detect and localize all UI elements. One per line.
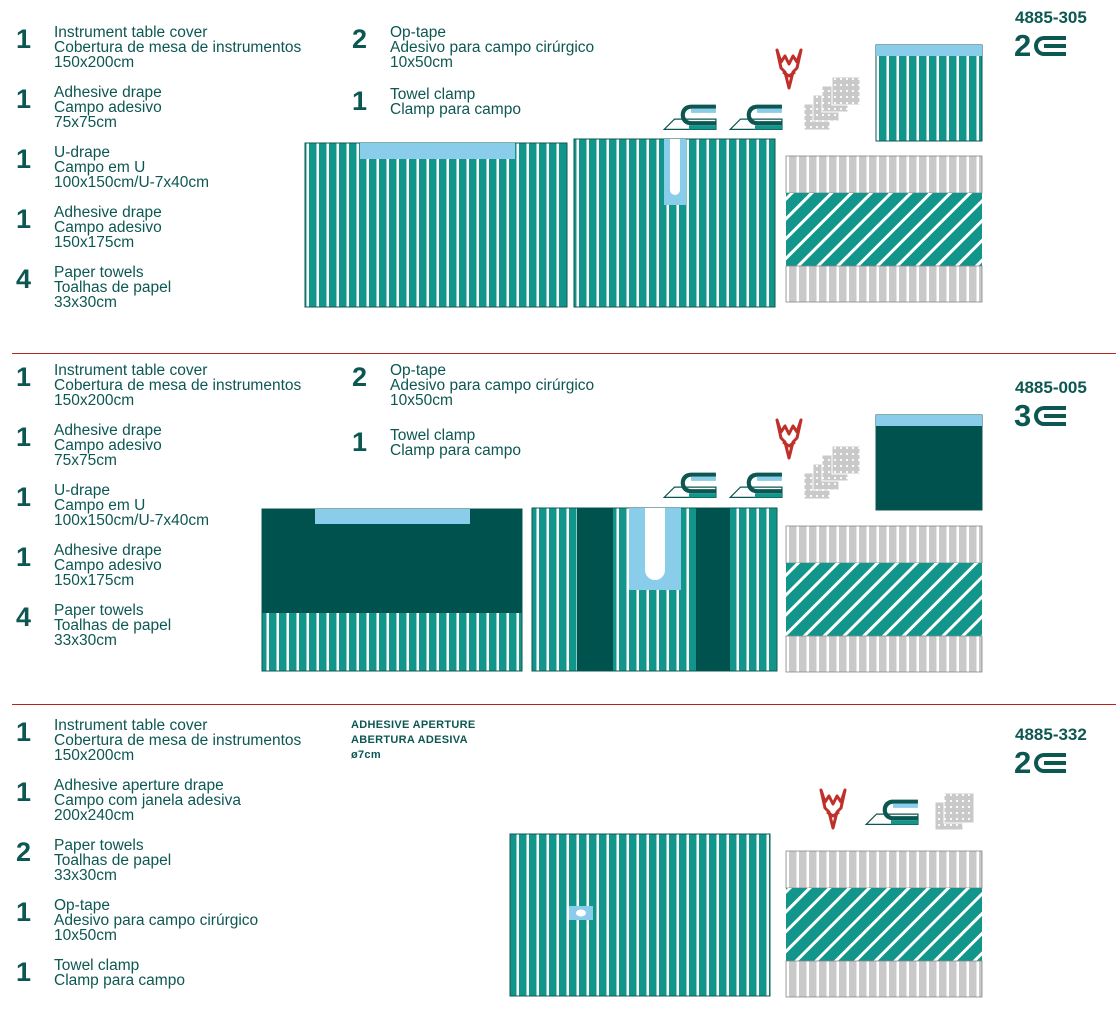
section-3-illustration bbox=[0, 0, 1120, 1015]
adhesive-aperture-drape bbox=[510, 834, 770, 996]
op-tape-icon bbox=[866, 800, 918, 825]
towel-clamp-icon bbox=[821, 790, 845, 828]
paper-towels-icon bbox=[935, 793, 974, 830]
aperture-hole bbox=[576, 910, 586, 917]
instrument-table-cover-folded bbox=[786, 851, 982, 997]
